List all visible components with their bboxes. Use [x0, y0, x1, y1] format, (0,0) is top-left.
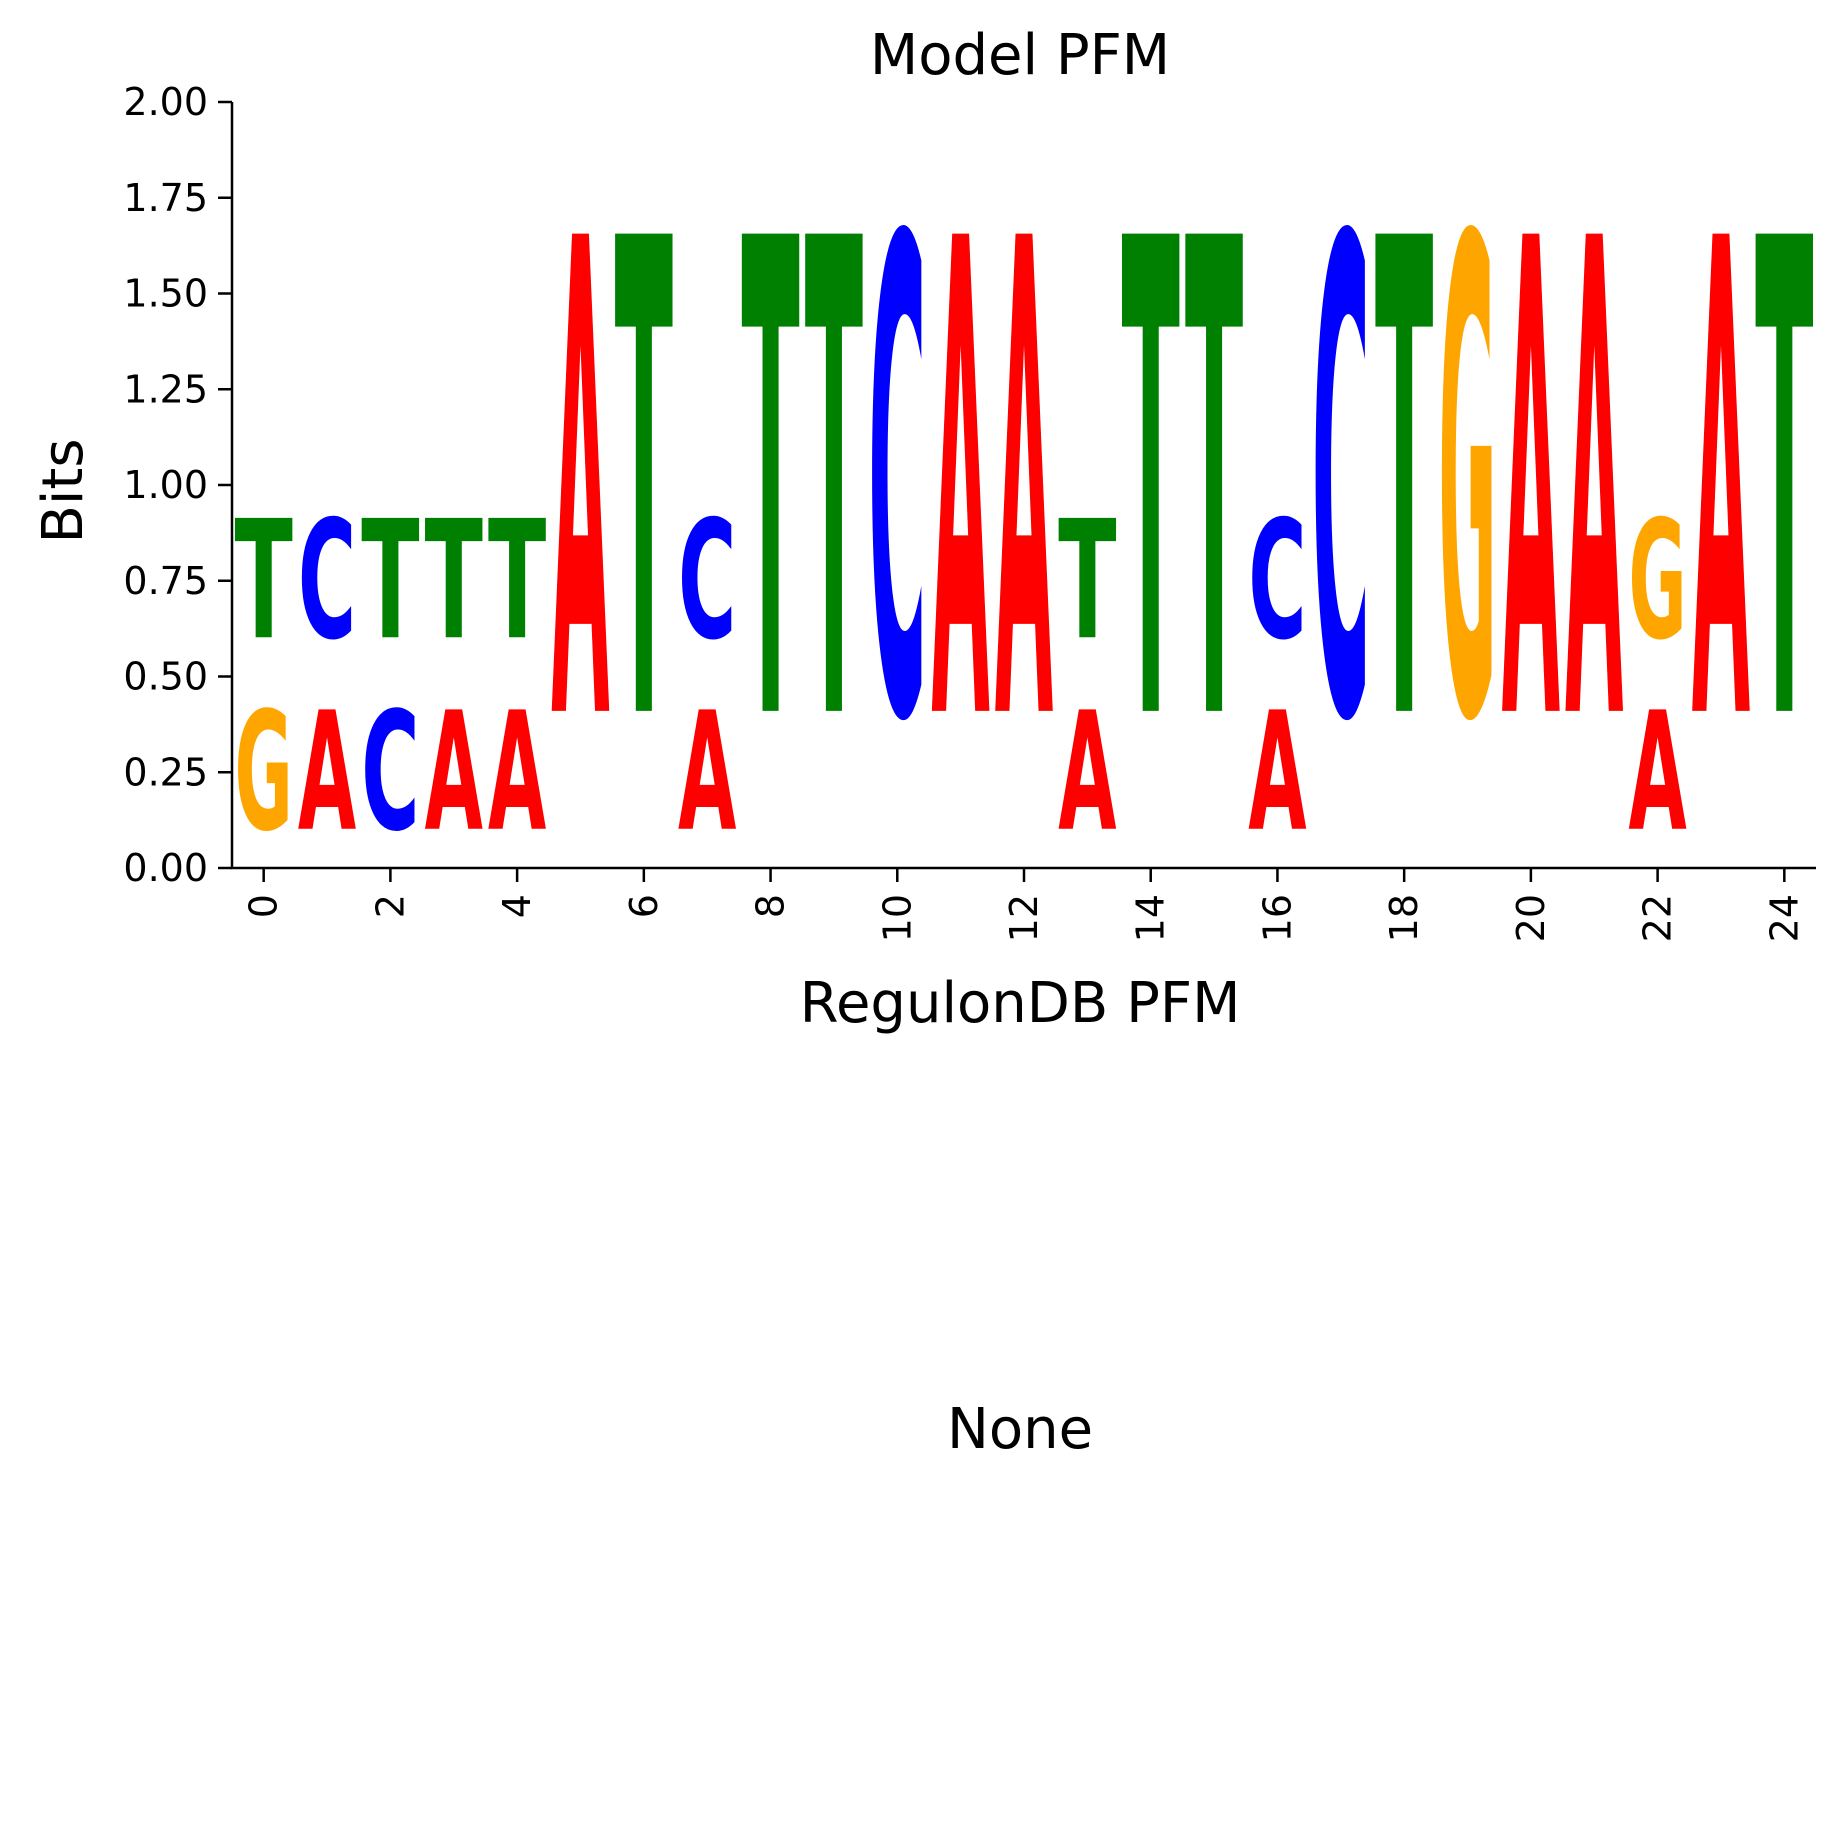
- logo-letter-a: A: [678, 678, 736, 868]
- logo-letter-a: A: [488, 678, 546, 868]
- y-tick-label: 2.00: [123, 80, 208, 124]
- x-tick-label: 18: [1382, 894, 1426, 942]
- x-tick-label: 6: [622, 894, 666, 918]
- y-axis-ticks: 0.00 0.25 0.50 0.75 1.00 1.25 1.50 1.75 2.00: [123, 80, 232, 890]
- x-tick-label: 12: [1002, 894, 1046, 942]
- logo-letter-a: A: [995, 103, 1054, 866]
- logo-letter-c: C: [1312, 103, 1370, 865]
- logo-letter-t: T: [1058, 486, 1116, 677]
- x-axis-label: RegulonDB PFM: [800, 971, 1241, 1036]
- y-axis-label: Bits: [31, 438, 96, 543]
- y-tick-label: 1.75: [123, 176, 208, 220]
- logo-letter-g: G: [1628, 485, 1686, 676]
- logo-letter-t: T: [488, 486, 546, 677]
- logo-letter-t: T: [425, 486, 483, 677]
- x-tick-label: 2: [368, 894, 412, 918]
- logo-letter-t: T: [1122, 105, 1181, 866]
- y-tick-label: 0.00: [123, 846, 208, 890]
- logo-letter-a: A: [298, 678, 356, 868]
- logo-letter-t: T: [741, 105, 800, 866]
- x-tick-label: 0: [242, 894, 286, 918]
- logo-letter-a: A: [931, 103, 990, 866]
- logo-letter-t: T: [1755, 105, 1814, 866]
- y-tick-label: 1.50: [123, 272, 208, 316]
- logo-letter-t: T: [1375, 105, 1434, 866]
- logo-letter-a: A: [1058, 678, 1116, 868]
- y-tick-label: 0.25: [123, 750, 208, 794]
- logo-letter-a: A: [1248, 678, 1306, 868]
- logo-letter-c: C: [361, 679, 419, 869]
- y-tick-label: 0.50: [123, 655, 208, 699]
- x-tick-label: 4: [495, 894, 539, 918]
- logo-letter-a: A: [1692, 103, 1751, 866]
- y-tick-label: 1.00: [123, 463, 208, 507]
- y-tick-label: 1.25: [123, 367, 208, 411]
- x-tick-label: 8: [749, 894, 793, 918]
- x-tick-label: 22: [1636, 894, 1680, 942]
- second-panel-text: None: [947, 1397, 1093, 1462]
- logo-letter-c: C: [868, 103, 926, 865]
- x-tick-label: 24: [1762, 894, 1806, 942]
- x-tick-label: 14: [1129, 894, 1173, 942]
- logo-letter-t: T: [805, 105, 864, 866]
- logo-letter-t: T: [1185, 105, 1244, 866]
- chart-title: Model PFM: [870, 23, 1170, 88]
- logo-letter-g: G: [235, 677, 293, 868]
- y-tick-label: 0.75: [123, 559, 208, 603]
- logo-letter-a: A: [1565, 103, 1624, 866]
- logo-letter-a: A: [1502, 103, 1561, 866]
- x-axis-ticks: 0 2 4 6 8 10 12 14 16 18 20 22 24: [242, 868, 1806, 942]
- logo-letter-c: C: [678, 487, 736, 677]
- logo-letter-c: C: [298, 487, 356, 677]
- x-tick-label: 20: [1509, 894, 1553, 942]
- logo-letter-a: A: [551, 103, 610, 866]
- logo-letter-a: A: [425, 678, 483, 868]
- logo-letter-c: C: [1248, 487, 1306, 677]
- x-tick-label: 10: [875, 894, 919, 942]
- logo-letter-a: A: [1628, 678, 1686, 868]
- x-tick-label: 16: [1255, 894, 1299, 942]
- logo-letter-t: T: [615, 105, 674, 866]
- logo-letter-g: G: [1438, 103, 1496, 865]
- logo-letter-t: T: [361, 486, 419, 677]
- logo-letter-t: T: [235, 486, 293, 677]
